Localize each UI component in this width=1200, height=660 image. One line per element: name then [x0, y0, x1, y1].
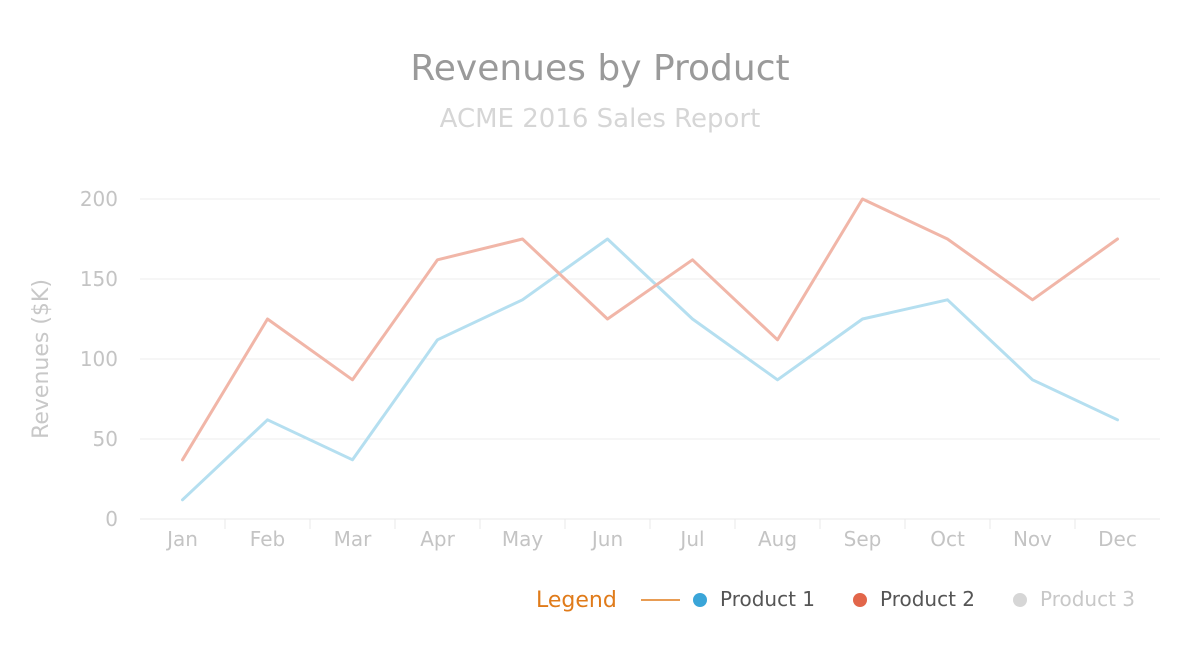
- x-tick-label: Apr: [420, 527, 455, 551]
- x-tick-label: Jun: [590, 527, 623, 551]
- x-tick-label: Oct: [930, 527, 965, 551]
- x-tick-label: Sep: [844, 527, 882, 551]
- series-line-product-2[interactable]: [181, 197, 1119, 462]
- y-axis-title: Revenues ($K): [29, 279, 54, 439]
- x-tick-label: May: [502, 527, 544, 551]
- y-axis-ticks: 0 50 100 150 200: [80, 187, 118, 531]
- x-tick-label: Feb: [250, 527, 285, 551]
- legend-label: Product 3: [1040, 587, 1135, 611]
- x-axis: Jan Feb Mar Apr May Jun Jul Aug Sep Oct Nov Dec: [165, 519, 1137, 551]
- y-tick-label: 150: [80, 267, 118, 291]
- x-tick-label: Aug: [758, 527, 797, 551]
- x-tick-label: Nov: [1013, 527, 1052, 551]
- x-tick-label: Mar: [334, 527, 373, 551]
- series-line-product-1[interactable]: [181, 237, 1119, 502]
- y-tick-label: 200: [80, 187, 118, 211]
- y-tick-label: 100: [80, 347, 118, 371]
- legend-marker: [1013, 593, 1027, 607]
- chart-title: Revenues by Product: [410, 48, 789, 89]
- legend-item-product-3[interactable]: Product 3: [1013, 587, 1135, 611]
- series-lines: [181, 197, 1119, 502]
- legend-item-product-2[interactable]: Product 2: [853, 587, 975, 611]
- legend-label: Product 2: [880, 587, 975, 611]
- y-tick-label: 50: [93, 427, 118, 451]
- y-gridlines: [140, 198, 1160, 520]
- legend-title: Legend: [536, 588, 617, 613]
- legend-marker: [693, 593, 707, 607]
- y-tick-label: 0: [105, 507, 118, 531]
- x-tick-label: Dec: [1098, 527, 1137, 551]
- legend-label: Product 1: [720, 587, 815, 611]
- legend[interactable]: Legend Product 1 Product 2 Product 3: [536, 587, 1135, 613]
- x-tick-label: Jul: [678, 527, 704, 551]
- legend-item-product-1[interactable]: Product 1: [693, 587, 815, 611]
- chart-subtitle: ACME 2016 Sales Report: [440, 104, 761, 134]
- x-tick-label: Jan: [165, 527, 198, 551]
- legend-marker: [853, 593, 867, 607]
